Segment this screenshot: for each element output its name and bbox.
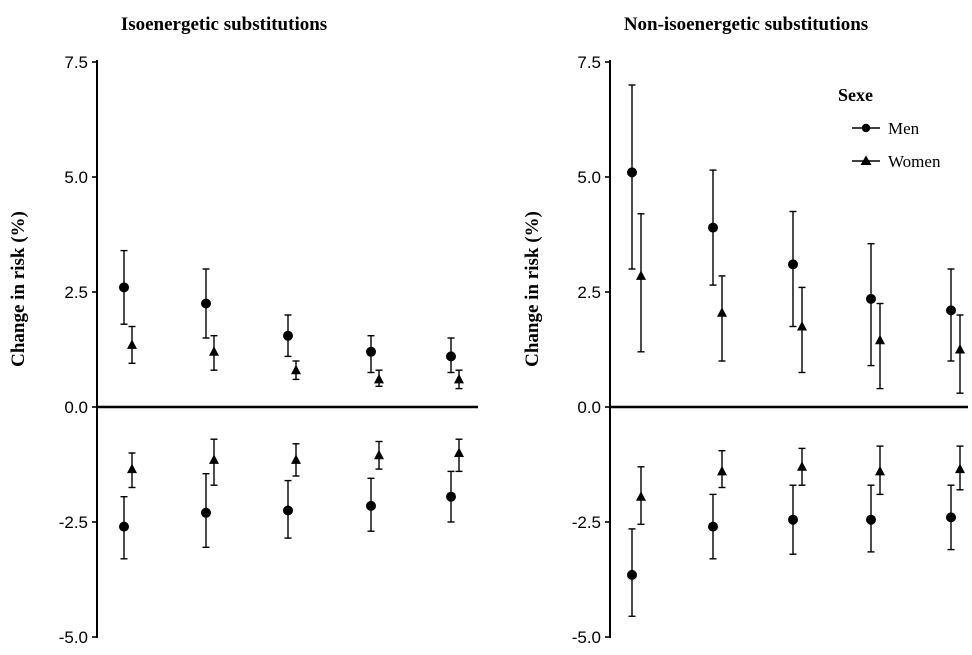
- point-women: [291, 364, 301, 375]
- point-men: [283, 505, 293, 516]
- point-women: [636, 491, 646, 501]
- y-tick-labels: 7.5 5.0 2.5 0.0 -2.5 -5.0: [59, 53, 88, 647]
- y-tick-labels: 7.5 5.0 2.5 0.0 -2.5 -5.0: [572, 53, 601, 647]
- point-men: [627, 569, 637, 580]
- point-men: [446, 491, 456, 502]
- y-tick-label: 0.0: [64, 398, 88, 417]
- chart-title: Non-isoenergetic substitutions: [624, 14, 868, 35]
- y-tick-label: 5.0: [64, 168, 88, 187]
- point-men: [866, 293, 876, 304]
- legend-women-marker: [860, 155, 872, 165]
- point-men: [708, 222, 718, 233]
- point-women: [955, 463, 965, 474]
- y-tick-label: 0.0: [577, 398, 601, 417]
- y-axis-label: Change in risk (%): [522, 211, 543, 367]
- point-men: [201, 507, 211, 518]
- y-tick-label: -2.5: [572, 513, 601, 532]
- point-men: [946, 305, 956, 316]
- y-tick-label: 5.0: [577, 168, 601, 187]
- point-men: [627, 167, 637, 178]
- point-women: [797, 321, 807, 331]
- legend-item-women: Women: [888, 152, 941, 171]
- point-women: [797, 461, 807, 471]
- data-marks: [92, 60, 478, 638]
- point-women: [717, 307, 727, 317]
- point-women: [454, 447, 464, 457]
- legend-title: Sexe: [838, 85, 873, 105]
- data-marks: [605, 60, 968, 638]
- point-women: [875, 465, 885, 476]
- legend: Sexe Men Women: [838, 85, 941, 171]
- point-women: [291, 454, 301, 464]
- legend-men-marker: [861, 123, 871, 133]
- point-men: [283, 330, 293, 341]
- panel-non-isoenergetic: Non-isoenergetic substitutions Change in…: [522, 14, 968, 647]
- y-tick-label: -5.0: [572, 628, 601, 647]
- y-tick-label: 7.5: [64, 53, 88, 72]
- point-men: [366, 346, 376, 357]
- legend-item-men: Men: [888, 119, 920, 138]
- point-women: [374, 449, 384, 460]
- point-men: [446, 351, 456, 362]
- point-men: [201, 298, 211, 309]
- point-women: [454, 373, 464, 384]
- y-tick-label: 2.5: [64, 283, 88, 302]
- point-women: [374, 373, 384, 384]
- chart-title: Isoenergetic substitutions: [121, 14, 327, 35]
- panel-isoenergetic: Isoenergetic substitutions Change in ris…: [8, 14, 478, 647]
- point-men: [788, 514, 798, 525]
- point-women: [209, 454, 219, 464]
- point-men: [708, 521, 718, 532]
- point-women: [875, 334, 885, 345]
- point-men: [119, 521, 129, 532]
- point-women: [127, 339, 137, 349]
- y-tick-label: 2.5: [577, 283, 601, 302]
- y-axis-label: Change in risk (%): [8, 211, 29, 367]
- point-women: [127, 463, 137, 474]
- point-men: [119, 282, 129, 293]
- y-tick-label: 7.5: [577, 53, 601, 72]
- point-women: [717, 465, 727, 476]
- point-women: [955, 344, 965, 354]
- y-tick-label: -5.0: [59, 628, 88, 647]
- point-women: [209, 346, 219, 356]
- point-men: [788, 259, 798, 270]
- y-tick-label: -2.5: [59, 513, 88, 532]
- point-men: [366, 500, 376, 511]
- point-men: [866, 514, 876, 525]
- point-men: [946, 512, 956, 523]
- point-women: [636, 270, 646, 280]
